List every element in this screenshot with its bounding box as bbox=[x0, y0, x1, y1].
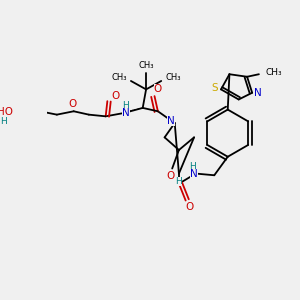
Text: O: O bbox=[68, 99, 76, 109]
Text: O: O bbox=[185, 202, 193, 212]
Text: H: H bbox=[122, 101, 129, 110]
Text: S: S bbox=[212, 83, 218, 93]
Text: H: H bbox=[176, 178, 182, 187]
Text: O: O bbox=[167, 171, 175, 181]
Text: N: N bbox=[190, 169, 198, 178]
Text: O: O bbox=[154, 83, 162, 94]
Text: N: N bbox=[122, 108, 130, 118]
Text: N: N bbox=[167, 116, 175, 126]
Text: O: O bbox=[112, 91, 120, 101]
Text: N: N bbox=[254, 88, 262, 98]
Text: CH₃: CH₃ bbox=[266, 68, 282, 77]
Text: HO: HO bbox=[0, 107, 13, 117]
Text: CH₃: CH₃ bbox=[138, 61, 154, 70]
Text: CH₃: CH₃ bbox=[111, 73, 127, 82]
Text: CH₃: CH₃ bbox=[165, 73, 181, 82]
Text: H: H bbox=[189, 162, 196, 171]
Text: H: H bbox=[0, 117, 7, 126]
